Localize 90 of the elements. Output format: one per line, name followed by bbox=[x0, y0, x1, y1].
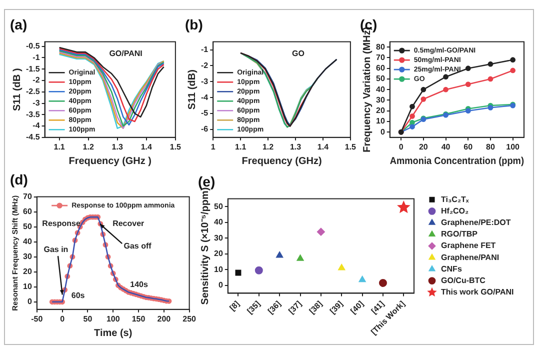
x-tick-label: 1.2 bbox=[262, 142, 274, 152]
x-tick-label: 150 bbox=[132, 314, 146, 324]
x-tick-label: 1.4 bbox=[140, 142, 153, 152]
y-tick-label: 50 bbox=[376, 74, 386, 84]
x-tick-label: 100 bbox=[106, 314, 120, 324]
x-axis-title: Ammonia Concentration (ppm) bbox=[390, 155, 524, 167]
y-tick-label: -5 bbox=[200, 108, 209, 118]
x-tick-label: 40 bbox=[441, 142, 451, 152]
x-tick-label: 0 bbox=[398, 142, 404, 152]
y-tick-label: -2 bbox=[32, 76, 40, 85]
y-tick-label: 30 bbox=[214, 233, 224, 242]
y-tick-label: -3 bbox=[200, 76, 209, 86]
y-tick-label: 60 bbox=[376, 64, 386, 73]
x-tick-label: 1.1 bbox=[235, 142, 247, 152]
chart-title: (e) bbox=[198, 173, 216, 190]
y-tick-label: 70 bbox=[22, 192, 32, 202]
y-tick-label: 20 bbox=[214, 249, 224, 258]
y-tick-label: -4.5 bbox=[26, 132, 40, 142]
annotation: Recover bbox=[112, 219, 144, 228]
legend-label: Ti₃C₂Tₓ bbox=[441, 194, 469, 204]
legend-label: This work GO/PANI bbox=[441, 288, 514, 297]
y-tick-label: 20 bbox=[376, 106, 386, 116]
y-tick-label: -3.5 bbox=[26, 110, 40, 119]
x-tick-label: 80 bbox=[486, 142, 496, 152]
y-tick-label: -1 bbox=[200, 44, 209, 54]
y-tick-label: -0.5 bbox=[26, 42, 40, 51]
y-tick-label: -3 bbox=[32, 98, 40, 108]
y-tick-label: 30 bbox=[22, 252, 32, 262]
x-tick-label: 200 bbox=[157, 314, 172, 324]
legend-label: CNFs bbox=[441, 264, 462, 274]
annotation: 60s bbox=[71, 291, 86, 300]
annotation: GO/PANI bbox=[109, 49, 142, 58]
x-tick-label: 60 bbox=[464, 142, 474, 152]
chart-title: (b) bbox=[185, 16, 203, 32]
annotation: GO bbox=[292, 49, 304, 58]
y-tick-label: -6 bbox=[200, 124, 209, 134]
legend-label: Hf₂CO₂ bbox=[441, 206, 469, 216]
y-tick-label: -2.5 bbox=[26, 87, 40, 96]
y-tick-label: 10 bbox=[22, 282, 32, 292]
annotation: Gas off bbox=[124, 242, 152, 251]
y-tick-label: 50 bbox=[22, 222, 32, 232]
y-axis-title: S11 (dB ) bbox=[12, 68, 23, 111]
x-tick-label: 1.2 bbox=[82, 142, 94, 152]
x-tick-label: 1.1 bbox=[54, 142, 66, 152]
y-tick-label: 40 bbox=[22, 237, 32, 246]
x-axis-title: Time (s) bbox=[94, 328, 132, 339]
legend-label: Graphene/PE:DOT bbox=[441, 218, 511, 228]
x-axis-title: Frequency (GHz ) bbox=[68, 156, 152, 167]
x-tick-label: 20 bbox=[418, 142, 428, 152]
y-tick-label: 10 bbox=[376, 116, 386, 126]
x-tick-label: 100 bbox=[506, 142, 520, 152]
legend-label: RGO/TBP bbox=[441, 230, 478, 239]
legend-label: GO/Cu-BTC bbox=[441, 276, 486, 286]
y-tick-label: -2 bbox=[200, 60, 209, 70]
annotation: Response bbox=[42, 219, 81, 228]
y-tick-label: 60 bbox=[22, 207, 32, 216]
y-tick-label: -4 bbox=[200, 92, 209, 102]
legend-label: Graphene FET bbox=[441, 241, 496, 250]
y-axis-title: S11 (dB) bbox=[186, 70, 198, 110]
x-tick-label: 1 bbox=[210, 142, 216, 152]
y-tick-label: 40 bbox=[376, 84, 386, 94]
y-tick-label: 80 bbox=[376, 42, 386, 52]
x-tick-label: 1.5 bbox=[344, 142, 357, 152]
y-tick-label: -1.5 bbox=[26, 64, 40, 74]
x-tick-label: 250 bbox=[182, 314, 197, 324]
annotation: Gas in bbox=[44, 244, 68, 254]
y-tick-label: -1 bbox=[32, 52, 40, 62]
y-tick-label: -4 bbox=[32, 121, 40, 130]
y-tick-label: 50 bbox=[214, 202, 224, 211]
x-tick-label: 50 bbox=[83, 314, 93, 324]
x-tick-label: 0 bbox=[60, 314, 66, 324]
y-tick-label: 0 bbox=[218, 280, 224, 290]
y-tick-label: 20 bbox=[22, 267, 32, 276]
y-tick-label: 10 bbox=[214, 264, 224, 274]
y-tick-label: 0 bbox=[380, 127, 386, 136]
legend-label: Graphene/PANI bbox=[441, 252, 500, 262]
x-tick-label: 1.3 bbox=[290, 142, 302, 152]
x-tick-label: -50 bbox=[31, 314, 44, 324]
y-tick-label: 70 bbox=[376, 52, 386, 62]
x-tick-label: 1.5 bbox=[170, 142, 182, 152]
y-tick-label: 40 bbox=[214, 218, 224, 227]
y-tick-label: 30 bbox=[376, 95, 386, 104]
x-tick-label: 1.4 bbox=[317, 142, 330, 152]
x-axis-title: Frequency (GHz) bbox=[242, 156, 322, 167]
x-tick-label: 1.3 bbox=[112, 142, 124, 152]
y-axis-title: Sensitivity S (×10⁻⁵/ppm) bbox=[200, 187, 211, 305]
annotation: 140s bbox=[130, 280, 148, 289]
x-tick-label: [8] bbox=[228, 298, 242, 312]
chart-title: (a) bbox=[10, 16, 28, 32]
chart-title: (d) bbox=[10, 171, 28, 188]
